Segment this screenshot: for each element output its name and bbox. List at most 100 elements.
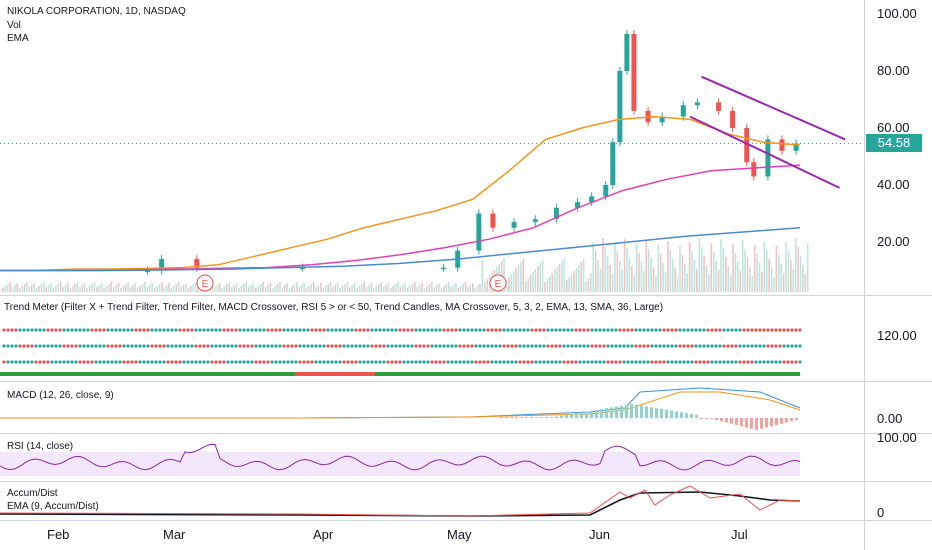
trend-meter-dot: [186, 344, 190, 348]
trend-meter-dot: [338, 360, 342, 364]
macd-histogram-bar: [630, 404, 633, 418]
pane-divider-rsi[interactable]: [0, 481, 932, 482]
trend-meter-dot: [542, 328, 546, 332]
trend-meter-legend[interactable]: Trend Meter (Filter X + Trend Filter, Tr…: [4, 302, 664, 313]
volume-bar: [558, 264, 561, 292]
volume-bar: [55, 286, 57, 292]
rsi-legend[interactable]: RSI (14, close): [7, 441, 74, 452]
volume-bar: [510, 274, 513, 292]
volume-bar: [336, 283, 339, 292]
trend-meter-dot: [418, 360, 422, 364]
volume-bar: [729, 275, 732, 292]
trend-meter-dot: [354, 328, 358, 332]
trend-meter-dot: [606, 328, 610, 332]
trend-meter-dot: [122, 360, 126, 364]
volume-legend[interactable]: Vol: [7, 20, 21, 31]
trend-meter-dot: [726, 360, 730, 364]
volume-bar: [187, 288, 190, 292]
trend-meter-dot: [574, 344, 578, 348]
trend-meter-dot: [294, 328, 298, 332]
trend-meter-dot: [246, 328, 250, 332]
volume-bar: [250, 285, 252, 292]
ema-slow-line: [0, 227, 801, 272]
trend-meter-dot: [742, 328, 746, 332]
trend-meter-dot: [446, 344, 450, 348]
trend-meter-dot: [374, 344, 378, 348]
channel-trendline: [701, 75, 846, 141]
trend-meter-dot: [582, 344, 586, 348]
volume-bar: [430, 282, 433, 292]
trend-meter-dot: [166, 328, 170, 332]
trend-meter-dot: [694, 360, 698, 364]
ema-legend[interactable]: EMA: [7, 33, 29, 44]
trend-meter-dot: [342, 360, 346, 364]
trend-meter-dot: [598, 344, 602, 348]
trend-meter-dot: [602, 344, 606, 348]
trend-meter-dot: [310, 328, 314, 332]
trend-meter-dot: [514, 344, 518, 348]
trend-meter-dot: [398, 344, 402, 348]
macd-histogram-bar: [675, 411, 678, 418]
trend-meter-dot: [422, 360, 426, 364]
volume-bar: [447, 282, 450, 292]
pane-divider-main[interactable]: [0, 295, 932, 296]
volume-bar: [688, 242, 691, 292]
trend-meter-dot: [86, 328, 90, 332]
trend-meter-dot: [662, 360, 666, 364]
trend-meter-dot: [730, 344, 734, 348]
macd-histogram-bar: [655, 408, 658, 418]
trend-meter-dot: [582, 360, 586, 364]
trend-meter-dot: [622, 328, 626, 332]
trend-meter-dot: [154, 344, 158, 348]
trend-meter-dot: [594, 328, 598, 332]
trend-meter-dot: [210, 328, 214, 332]
macd-histogram-bar: [510, 417, 513, 418]
trend-meter-dot: [570, 344, 574, 348]
trend-meter-dot: [234, 344, 238, 348]
trend-meter-dot: [434, 360, 438, 364]
volume-bar: [129, 287, 132, 292]
volume-bar: [322, 288, 325, 292]
trend-meter-dot: [86, 360, 90, 364]
trend-meter-dot: [630, 328, 634, 332]
trend-meter-dot: [610, 344, 614, 348]
macd-histogram-bar: [530, 417, 533, 418]
volume-bar: [650, 258, 652, 292]
pane-divider-trend[interactable]: [0, 381, 932, 382]
trend-meter-dot: [62, 328, 66, 332]
trend-meter-dot: [334, 328, 338, 332]
volume-bar: [758, 263, 761, 292]
trend-meter-dot: [706, 360, 710, 364]
macd-histogram-bar: [620, 405, 623, 418]
accum-dist-ema-legend[interactable]: EMA (9, Accum/Dist): [7, 501, 99, 512]
macd-legend[interactable]: MACD (12, 26, close, 9): [7, 390, 114, 401]
candle-body: [589, 196, 595, 203]
trend-meter-dot: [422, 328, 426, 332]
trend-meter-dot: [578, 360, 582, 364]
trend-meter-dot: [558, 328, 562, 332]
trend-meter-dot: [246, 344, 250, 348]
trend-meter-dot: [490, 328, 494, 332]
trend-meter-dot: [774, 328, 778, 332]
trend-meter-dot: [314, 328, 318, 332]
trend-meter-dot: [574, 360, 578, 364]
trend-meter-dot: [790, 360, 794, 364]
volume-bar: [698, 238, 701, 292]
trend-meter-dot: [126, 328, 130, 332]
volume-bar: [95, 287, 98, 292]
trend-meter-dot: [698, 328, 702, 332]
volume-bar: [108, 284, 110, 292]
trend-meter-dot: [742, 360, 746, 364]
accum-dist-legend[interactable]: Accum/Dist: [7, 488, 58, 499]
pane-divider-macd[interactable]: [0, 433, 932, 434]
trend-meter-dot: [390, 360, 394, 364]
trend-meter-dot: [278, 328, 282, 332]
trend-meter-dot: [346, 328, 350, 332]
trend-meter-dot: [382, 344, 386, 348]
symbol-title[interactable]: NIKOLA CORPORATION, 1D, NASDAQ: [7, 6, 186, 17]
trend-meter-dot: [722, 360, 726, 364]
trend-meter-dot: [318, 328, 322, 332]
volume-bar: [753, 245, 756, 292]
macd-histogram-bar: [680, 412, 683, 418]
volume-bar: [149, 285, 151, 292]
